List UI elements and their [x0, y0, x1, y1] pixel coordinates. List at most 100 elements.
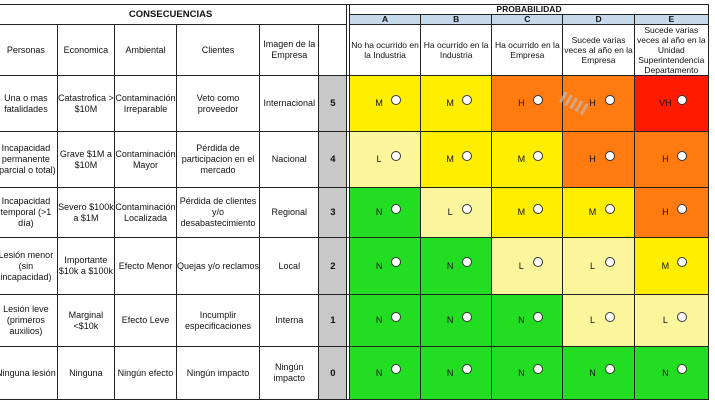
imagen-cell: Ningún impacto — [259, 346, 320, 400]
risk-cell[interactable]: N — [420, 346, 493, 400]
economica-cell: Severo $100k a $1M — [56, 187, 116, 238]
risk-cell[interactable]: H — [562, 131, 635, 188]
economica-cell: Importante $10k a $100k — [56, 237, 116, 295]
comment-circle-icon[interactable] — [533, 257, 544, 267]
risk-cell[interactable]: H — [633, 187, 710, 238]
comment-circle-icon[interactable] — [391, 150, 402, 161]
probability-header-d: Sucede varias veces al año en la Empresa — [562, 24, 635, 76]
risk-cell[interactable]: N — [420, 294, 493, 347]
comment-circle-icon[interactable] — [604, 150, 615, 161]
comment-circle-icon[interactable] — [677, 257, 688, 267]
comment-circle-icon[interactable] — [677, 203, 688, 214]
comment-circle-icon[interactable] — [462, 150, 473, 161]
severity-value: 5 — [318, 75, 348, 132]
probability-header-b: Ha ocurrido en la Industria — [420, 24, 493, 76]
comment-circle-icon[interactable] — [604, 94, 615, 105]
column-header-economica: Economica — [56, 24, 116, 76]
risk-level-label: H — [589, 154, 596, 164]
comment-circle-icon[interactable] — [391, 364, 402, 374]
comment-circle-icon[interactable] — [391, 203, 402, 214]
risk-cell[interactable]: M — [491, 131, 564, 188]
risk-cell[interactable]: L — [420, 187, 493, 238]
comment-circle-icon[interactable] — [462, 311, 473, 322]
risk-cell[interactable]: H — [491, 75, 564, 132]
risk-cell[interactable]: M — [633, 237, 710, 295]
ambiental-cell: Ningún efecto — [114, 346, 177, 400]
severity-value: 0 — [318, 346, 348, 400]
personas-cell: Ninguna lesión — [0, 346, 58, 400]
risk-cell[interactable]: VH — [633, 75, 710, 132]
probability-title: PROBABILIDAD — [349, 4, 709, 15]
risk-cell[interactable]: N — [491, 346, 564, 400]
comment-circle-icon[interactable] — [391, 311, 402, 322]
comment-circle-icon[interactable] — [533, 94, 544, 105]
risk-cell[interactable]: L — [633, 294, 710, 347]
clientes-cell: Incumplir especificaciones — [175, 294, 261, 347]
ambiental-cell: Contaminación Irreparable — [114, 75, 177, 132]
risk-cell[interactable]: N — [562, 346, 635, 400]
ambiental-cell: Efecto Leve — [114, 294, 177, 347]
risk-cell[interactable]: L — [491, 237, 564, 295]
column-header-clientes: Clientes — [175, 24, 261, 76]
risk-cell[interactable]: N — [349, 187, 422, 238]
risk-level-label: VH — [659, 98, 672, 108]
comment-circle-icon[interactable] — [533, 364, 544, 374]
risk-level-label: M — [446, 154, 454, 164]
comment-circle-icon[interactable] — [604, 364, 615, 374]
comment-circle-icon[interactable] — [462, 364, 473, 374]
comment-circle-icon[interactable] — [533, 311, 544, 322]
column-header-ambiental: Ambiental — [114, 24, 177, 76]
risk-level-label: N — [375, 367, 383, 378]
risk-cell[interactable]: L — [562, 294, 635, 347]
comment-circle-icon[interactable] — [677, 311, 688, 322]
risk-cell[interactable]: L — [349, 131, 422, 188]
matrix-row: Incapacidad temporal (>1 día) Severo $100… — [0, 187, 710, 238]
comment-circle-icon[interactable] — [677, 150, 688, 161]
comment-circle-icon[interactable] — [462, 203, 473, 214]
risk-level-label: N — [662, 367, 669, 378]
comment-circle-icon[interactable] — [391, 94, 402, 105]
risk-cell[interactable]: N — [633, 346, 710, 400]
comment-circle-icon[interactable] — [533, 150, 544, 161]
column-header-imagen: Imagen de la Empresa — [259, 24, 320, 76]
risk-cell[interactable]: N — [349, 294, 422, 347]
matrix-row: Ninguna lesión Ninguna Ningún efecto Ningún… — [0, 346, 710, 400]
risk-cell[interactable]: N — [420, 237, 493, 295]
clientes-cell: Pérdida de participacion en el mercado — [175, 131, 261, 188]
comment-circle-icon[interactable] — [677, 364, 688, 374]
risk-cell[interactable]: M — [562, 187, 635, 238]
imagen-cell: Internacional — [259, 75, 320, 132]
comment-circle-icon[interactable] — [462, 257, 473, 267]
comment-circle-icon[interactable] — [462, 94, 473, 105]
risk-level-label: L — [662, 315, 668, 325]
risk-cell[interactable]: N — [491, 294, 564, 347]
matrix-row: Lesión menor (sin incapacidad) Importante… — [0, 237, 710, 295]
consequences-title: CONSECUENCIAS — [0, 4, 348, 25]
severity-value: 1 — [318, 294, 348, 347]
risk-cell[interactable]: M — [491, 187, 564, 238]
matrix-row: Incapacidad permanente (parcial o total)… — [0, 131, 710, 188]
risk-cell[interactable]: M — [349, 75, 422, 132]
probability-letter-e: E — [633, 14, 710, 25]
risk-cell[interactable]: H — [633, 131, 710, 188]
comment-circle-icon[interactable] — [677, 94, 688, 105]
comment-circle-icon[interactable] — [604, 257, 615, 267]
personas-cell: Una o mas fatalidades — [0, 75, 58, 132]
imagen-cell: Regional — [259, 187, 320, 238]
clientes-cell: Pérdida de clientes y/o desabastecimient… — [175, 187, 261, 238]
risk-cell[interactable]: L — [562, 237, 635, 295]
severity-value: 2 — [318, 237, 348, 295]
risk-level-label: M — [517, 154, 526, 164]
comment-circle-icon[interactable] — [604, 311, 615, 322]
risk-cell[interactable]: N — [349, 237, 422, 295]
comment-circle-icon[interactable] — [391, 257, 402, 267]
risk-cell[interactable]: M — [420, 131, 493, 188]
risk-level-label: N — [518, 367, 525, 378]
comment-circle-icon[interactable] — [533, 203, 544, 214]
risk-cell[interactable]: N — [349, 346, 422, 400]
risk-level-label: N — [375, 260, 383, 271]
personas-cell: Lesión menor (sin incapacidad) — [0, 237, 58, 295]
risk-cell[interactable]: M — [420, 75, 493, 132]
comment-circle-icon[interactable] — [604, 203, 615, 214]
